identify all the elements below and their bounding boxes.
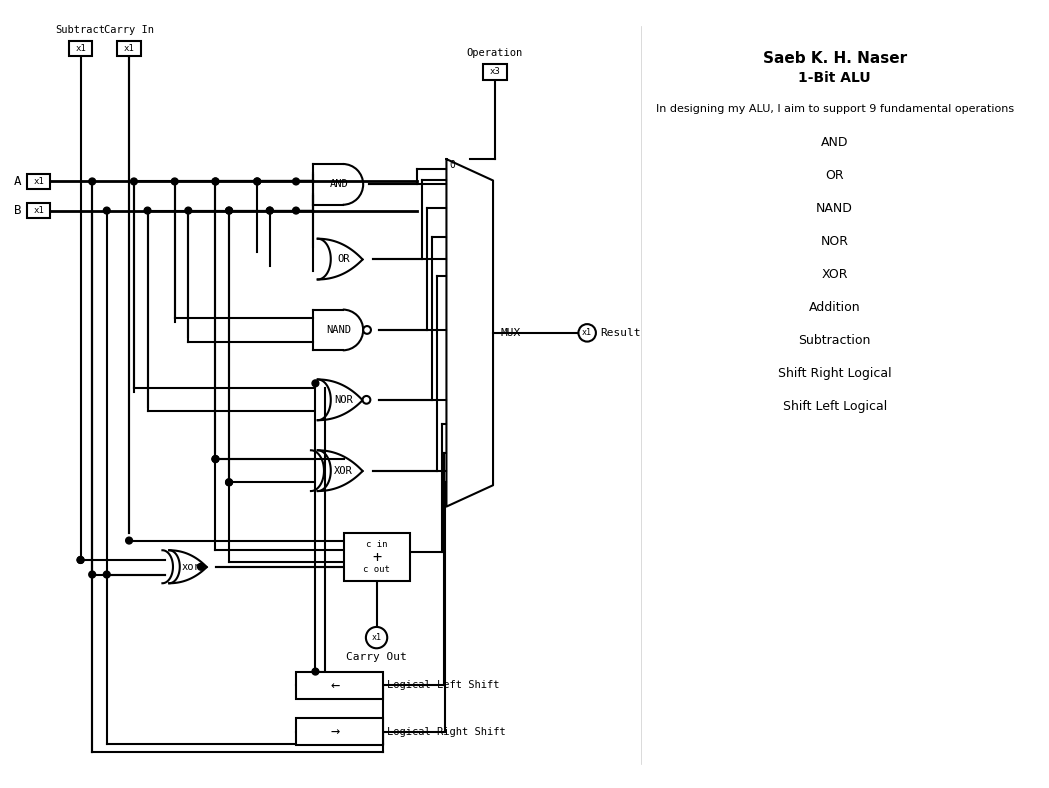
Text: c out: c out: [363, 565, 390, 574]
Circle shape: [226, 479, 233, 485]
Circle shape: [226, 207, 233, 214]
Text: x1: x1: [371, 633, 382, 642]
Text: →: →: [330, 724, 340, 739]
Text: AND: AND: [821, 136, 849, 149]
Text: Logical Left Shift: Logical Left Shift: [387, 680, 499, 690]
Text: Carry In: Carry In: [104, 25, 154, 35]
Text: Result: Result: [600, 328, 640, 338]
Circle shape: [104, 571, 110, 578]
Text: Operation: Operation: [467, 48, 523, 58]
Text: Subtract: Subtract: [56, 25, 106, 35]
Text: NAND: NAND: [816, 203, 853, 215]
Circle shape: [363, 326, 371, 334]
Text: 1-Bit ALU: 1-Bit ALU: [798, 71, 871, 84]
Circle shape: [578, 324, 596, 341]
Circle shape: [144, 207, 151, 214]
Text: x1: x1: [34, 206, 44, 215]
Circle shape: [254, 178, 260, 185]
Bar: [69, 41, 92, 56]
Text: B: B: [14, 204, 21, 217]
Text: A: A: [14, 175, 21, 188]
Circle shape: [266, 207, 273, 214]
Text: Shift Right Logical: Shift Right Logical: [778, 367, 892, 380]
Text: Shift Left Logical: Shift Left Logical: [783, 400, 886, 413]
Text: In designing my ALU, I aim to support 9 fundamental operations: In designing my ALU, I aim to support 9 …: [656, 104, 1013, 113]
Text: XOR: XOR: [821, 268, 848, 281]
Text: Carry Out: Carry Out: [346, 652, 407, 662]
Bar: [117, 41, 141, 56]
Text: Logical Right Shift: Logical Right Shift: [387, 727, 506, 737]
Text: OR: OR: [338, 254, 349, 264]
Circle shape: [226, 207, 233, 214]
Text: Addition: Addition: [809, 301, 860, 314]
Bar: [27, 173, 50, 189]
Circle shape: [104, 207, 110, 214]
Circle shape: [171, 178, 178, 185]
Circle shape: [126, 537, 132, 544]
Bar: [344, 533, 409, 582]
Text: XOR: XOR: [335, 466, 352, 476]
Text: Saeb K. H. Naser: Saeb K. H. Naser: [763, 50, 906, 65]
Circle shape: [363, 396, 370, 403]
Text: x1: x1: [582, 329, 593, 337]
Text: OR: OR: [826, 169, 844, 182]
Circle shape: [226, 479, 233, 485]
Circle shape: [197, 563, 205, 571]
Text: c in: c in: [366, 540, 387, 549]
Circle shape: [366, 627, 387, 649]
Text: MUX: MUX: [500, 328, 521, 338]
Text: Subtraction: Subtraction: [798, 334, 871, 348]
Circle shape: [212, 178, 219, 185]
Circle shape: [212, 455, 219, 463]
Text: x1: x1: [34, 177, 44, 186]
Bar: [484, 64, 507, 80]
Circle shape: [212, 455, 219, 463]
Circle shape: [89, 178, 95, 185]
Circle shape: [89, 571, 95, 578]
Bar: [27, 203, 50, 218]
Circle shape: [293, 207, 299, 214]
Circle shape: [254, 178, 260, 185]
Text: +: +: [372, 549, 381, 564]
Circle shape: [266, 207, 273, 214]
Circle shape: [78, 556, 84, 563]
Text: NOR: NOR: [335, 395, 352, 405]
Text: NOR: NOR: [820, 235, 849, 248]
Text: NAND: NAND: [326, 325, 351, 335]
Text: AND: AND: [329, 180, 348, 189]
Circle shape: [312, 668, 319, 675]
Circle shape: [293, 178, 299, 185]
Circle shape: [130, 178, 137, 185]
Circle shape: [185, 207, 192, 214]
Text: ←: ←: [330, 678, 340, 693]
Bar: [296, 671, 383, 699]
Text: xor: xor: [181, 562, 200, 572]
Circle shape: [78, 556, 84, 563]
Circle shape: [212, 178, 219, 185]
Text: x3: x3: [490, 67, 500, 76]
Bar: [296, 718, 383, 745]
Text: x1: x1: [124, 44, 134, 53]
Text: x1: x1: [76, 44, 86, 53]
Circle shape: [312, 380, 319, 387]
Text: 0: 0: [449, 160, 455, 170]
